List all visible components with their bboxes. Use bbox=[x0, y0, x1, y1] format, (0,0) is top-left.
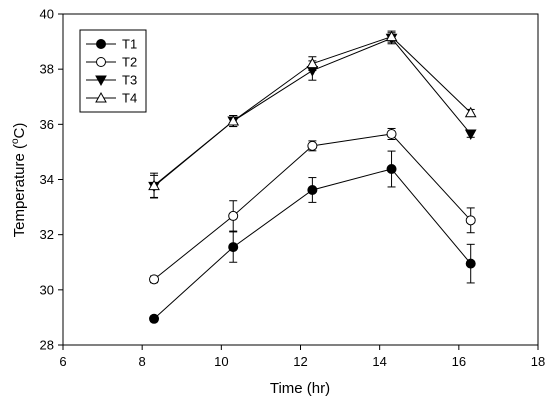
x-tick-label: 8 bbox=[139, 354, 146, 369]
legend: T1 T2 T3 T4 bbox=[79, 29, 147, 113]
x-tick-label: 14 bbox=[372, 354, 386, 369]
legend-label: T4 bbox=[122, 91, 137, 106]
y-tick-label: 36 bbox=[40, 117, 54, 132]
y-tick-label: 38 bbox=[40, 62, 54, 77]
data-point bbox=[148, 179, 160, 191]
legend-marker bbox=[96, 57, 106, 67]
data-point bbox=[228, 242, 239, 253]
data-point bbox=[228, 210, 239, 221]
x-axis-label: Time (hr) bbox=[270, 380, 330, 397]
y-tick-label: 34 bbox=[40, 172, 54, 187]
data-point bbox=[227, 114, 240, 126]
data-point bbox=[386, 128, 397, 139]
data-point bbox=[465, 215, 476, 226]
x-tick-label: 10 bbox=[214, 354, 228, 369]
y-tick-label: 30 bbox=[40, 282, 54, 297]
x-tick-label: 12 bbox=[293, 354, 307, 369]
legend-marker bbox=[95, 91, 107, 103]
y-tick-label: 28 bbox=[40, 338, 54, 353]
data-point bbox=[307, 140, 318, 151]
axis-ticks: 6 8 10 12 14 16 18 28 30 32 34 36 38 40 bbox=[40, 7, 546, 370]
series-t2 bbox=[149, 127, 476, 285]
series-t4 bbox=[148, 30, 477, 199]
legend-label: T3 bbox=[122, 73, 137, 88]
data-point bbox=[464, 129, 477, 141]
y-tick-label: 32 bbox=[40, 227, 54, 242]
data-point bbox=[386, 164, 397, 175]
x-tick-label: 6 bbox=[59, 354, 66, 369]
x-tick-label: 18 bbox=[531, 354, 545, 369]
data-point bbox=[149, 313, 160, 324]
legend-marker bbox=[95, 75, 107, 87]
legend-label: T1 bbox=[122, 37, 137, 52]
x-tick-label: 16 bbox=[452, 354, 466, 369]
legend-marker bbox=[96, 39, 106, 49]
y-axis-label: Temperature (oC) bbox=[10, 123, 28, 238]
y-tick-label: 40 bbox=[40, 7, 54, 22]
data-point bbox=[464, 106, 477, 118]
data-point bbox=[385, 30, 398, 42]
series-t1 bbox=[149, 150, 476, 324]
legend-label: T2 bbox=[122, 55, 137, 70]
data-point bbox=[307, 184, 318, 195]
series-layer bbox=[148, 30, 477, 324]
data-point bbox=[149, 274, 160, 285]
data-point bbox=[465, 258, 476, 269]
data-point bbox=[306, 57, 319, 69]
